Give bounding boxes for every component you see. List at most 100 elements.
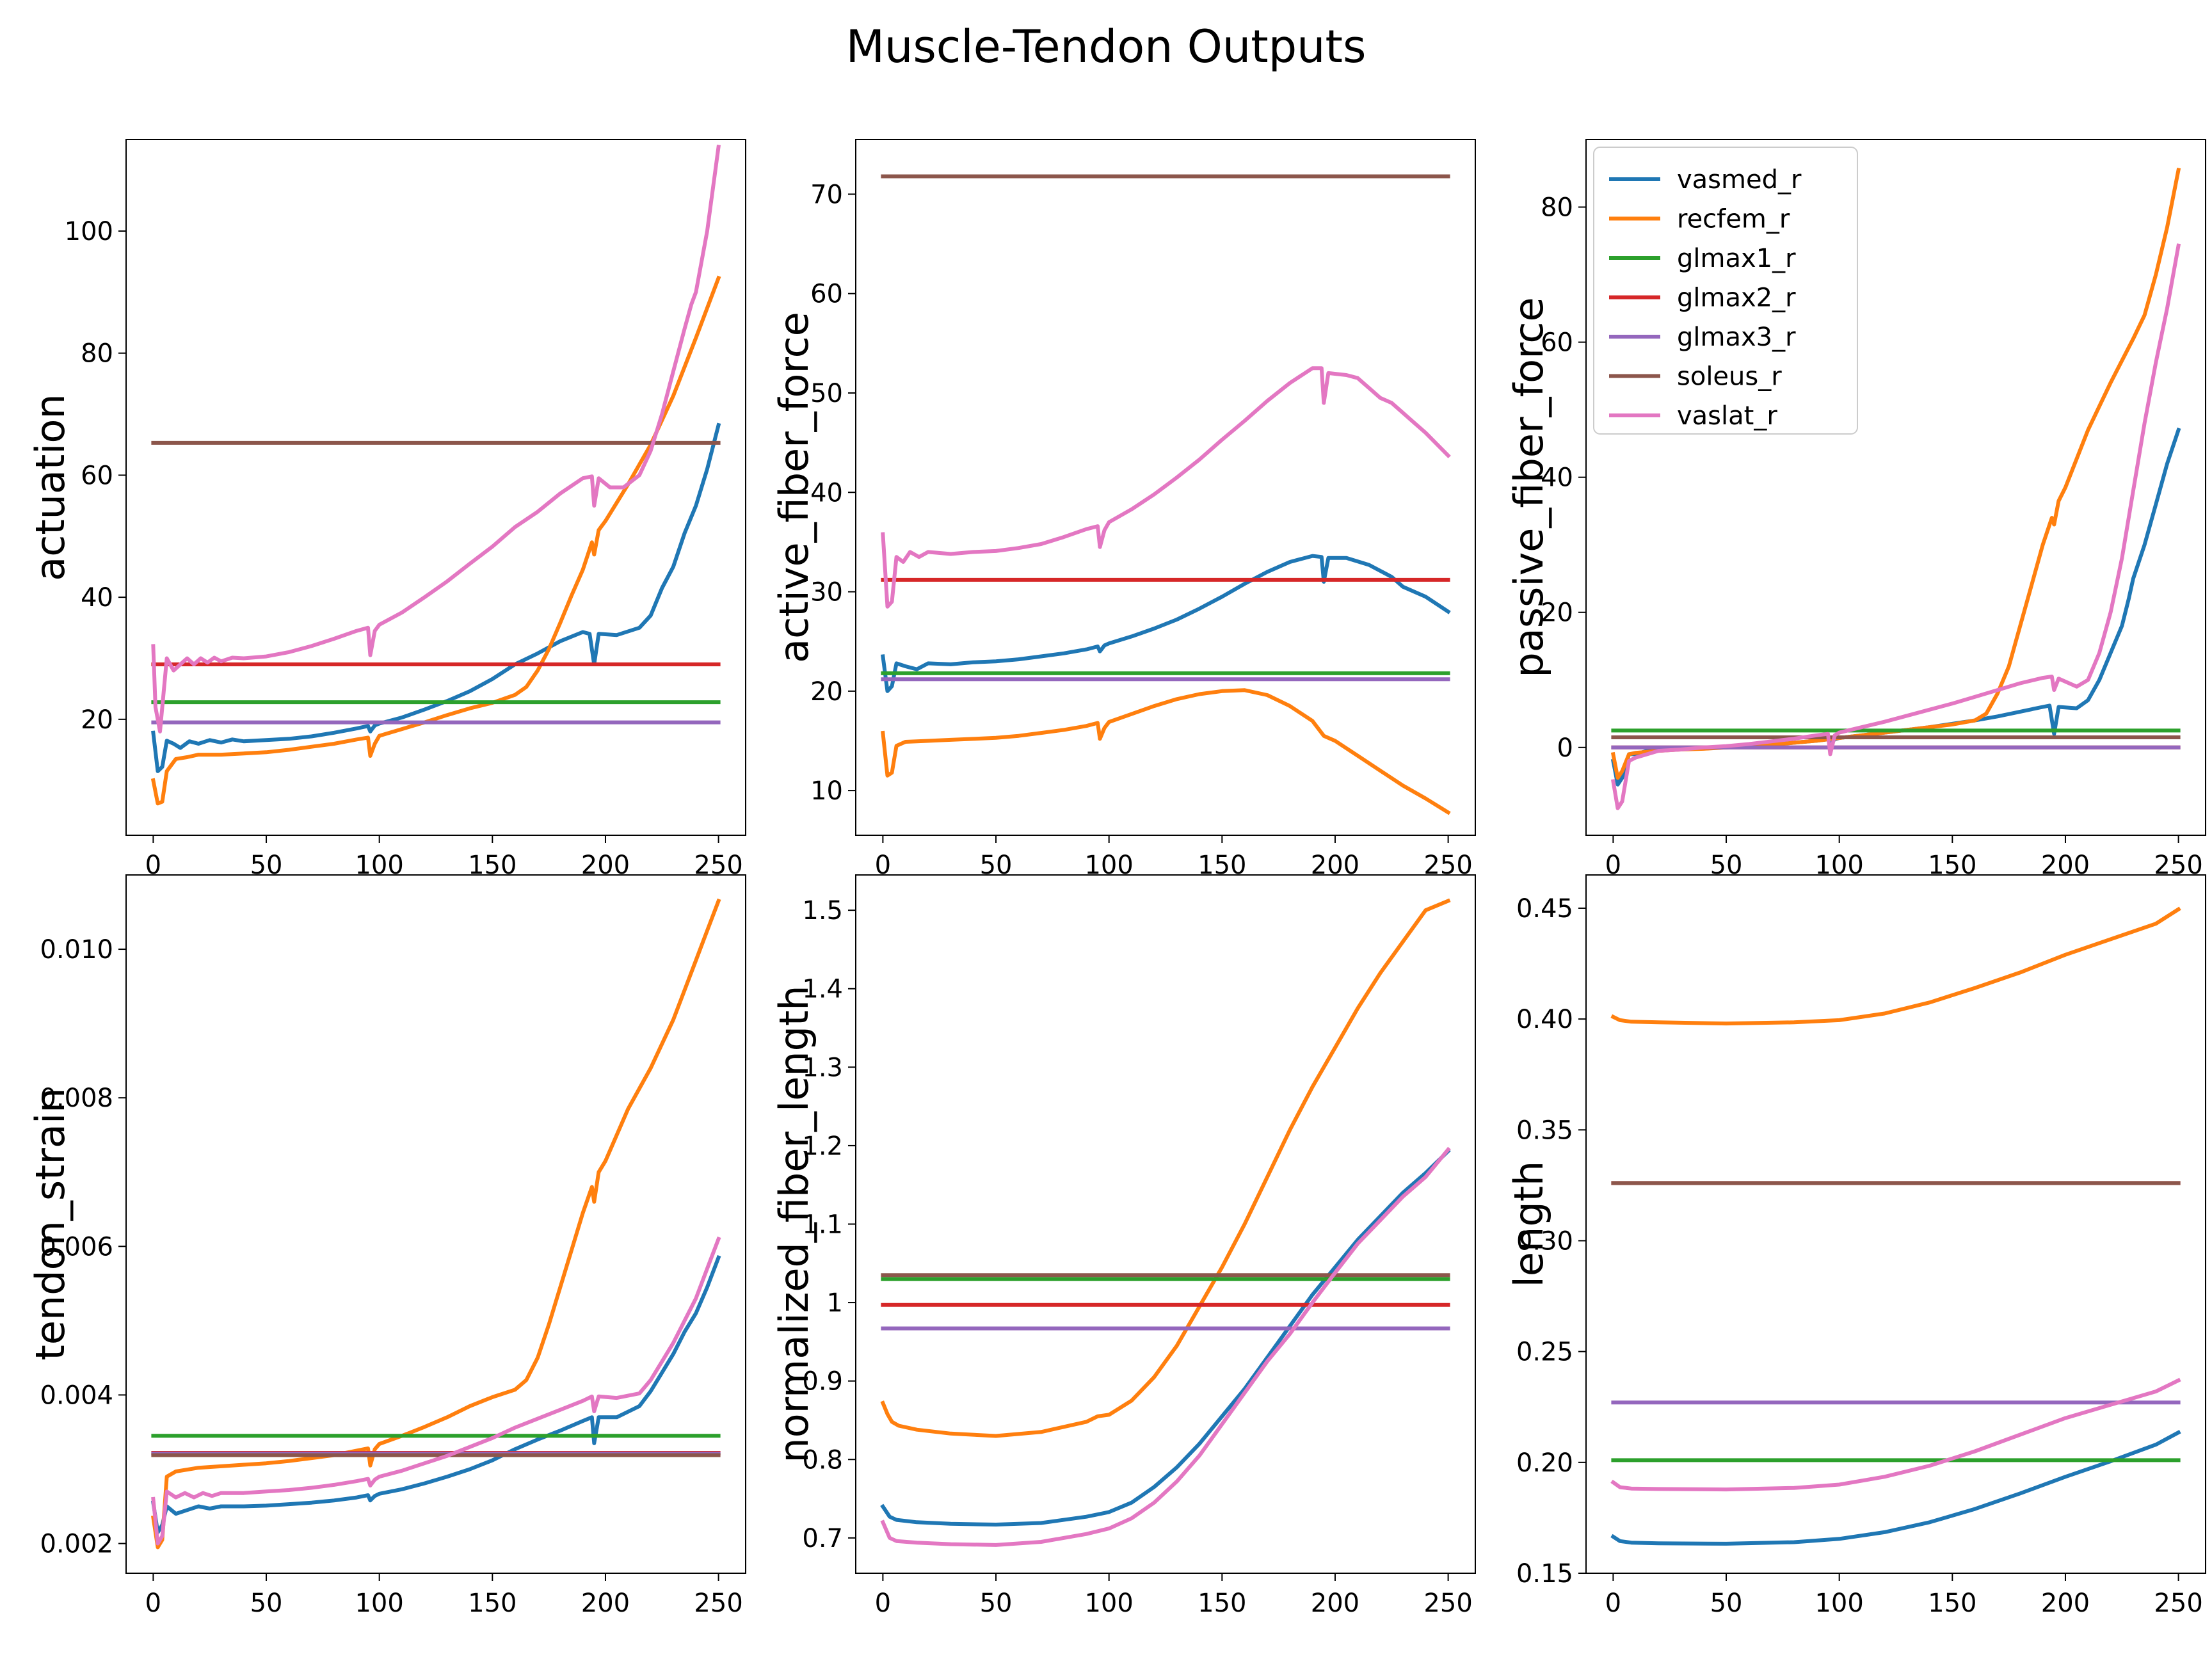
- y-tick-label: 1.4: [802, 975, 843, 1004]
- subplot-normalized-fiber-length: 0 50 100 150 200 250 0.7 0.8 0.9 1 1.1 1.2 1.3 1.4 1.5…: [771, 874, 1476, 1618]
- x-tick-label: 100: [1815, 851, 1863, 880]
- y-tick-label: 30: [810, 578, 843, 607]
- y-tick-label: 1.5: [802, 896, 843, 926]
- x-tick-label: 50: [1710, 1589, 1743, 1618]
- legend-label-soleus-r: soleus_r: [1677, 362, 1782, 392]
- subplot-length: 0 50 100 150 200 250 0.15 0.20 0.25 0.30 0.35 0.40 0…: [1505, 874, 2206, 1618]
- series-line-recfem-r: [881, 688, 1451, 815]
- x-tick-label: 250: [1423, 851, 1472, 880]
- x-tick-label: 0: [875, 1589, 891, 1618]
- y-tick-label: 0.004: [40, 1381, 113, 1410]
- y-tick-label: 0.008: [40, 1084, 113, 1113]
- legend-label-recfem-r: recfem_r: [1677, 205, 1790, 234]
- x-tick-label: 250: [2154, 851, 2202, 880]
- x-tick-label: 150: [1928, 1589, 1976, 1618]
- subplot-active-fiber-force: 0 50 100 150 200 250 10 20 30 40 50 60 70 active_fibe…: [771, 139, 1476, 880]
- y-tick-label: 80: [1541, 193, 1573, 223]
- x-tick-label: 150: [468, 851, 517, 880]
- y-tick-label: 0.7: [802, 1524, 843, 1553]
- x-tick-label: 50: [250, 1589, 283, 1618]
- series-line-vasmed-r: [881, 554, 1451, 693]
- y-tick-label: 0: [1557, 733, 1573, 763]
- x-tick-label: 100: [1084, 851, 1133, 880]
- axes-frame: [125, 139, 746, 836]
- subplot-actuation: 0 50 100 150 200 250 20 40 60 80 100 actuation: [27, 139, 746, 880]
- series-line-recfem-r: [880, 898, 1451, 1438]
- x-tick-label: 200: [2041, 1589, 2090, 1618]
- x-tick-label: 50: [1710, 851, 1743, 880]
- y-tick-label: 80: [81, 339, 113, 369]
- axes-frame: [125, 874, 746, 1574]
- series-line-vasmed-r: [880, 1148, 1451, 1527]
- y-tick-label: 100: [65, 217, 113, 246]
- series-line-vaslat-r: [1610, 243, 2181, 810]
- series-line-vaslat-r: [1610, 1377, 2181, 1492]
- x-tick-label: 150: [1198, 851, 1246, 880]
- y-axis-label: passive_fiber_force: [1505, 297, 1552, 677]
- y-tick-label: 0.9: [802, 1367, 843, 1397]
- series-line-vasmed-r: [1610, 1430, 2181, 1546]
- y-tick-label: 0.002: [40, 1530, 113, 1559]
- legend: vasmed_r recfem_r glmax1_r glmax2_r glmax3_r…: [1593, 147, 1858, 435]
- x-tick-label: 50: [980, 851, 1013, 880]
- y-tick-label: 1: [827, 1288, 843, 1318]
- x-tick-label: 0: [145, 1589, 161, 1618]
- x-tick-label: 50: [980, 1589, 1013, 1618]
- series-line-vaslat-r: [151, 145, 721, 733]
- legend-label-glmax2-r: glmax2_r: [1677, 284, 1796, 313]
- axes-frame: [855, 139, 1476, 836]
- y-tick-label: 20: [81, 705, 113, 735]
- x-tick-label: 250: [694, 1589, 742, 1618]
- legend-label-glmax3-r: glmax3_r: [1677, 323, 1796, 352]
- x-tick-label: 200: [1311, 851, 1359, 880]
- x-tick-label: 0: [1605, 1589, 1621, 1618]
- y-axis-label: normalized_fiber_length: [771, 985, 817, 1463]
- subplot-tendon-strain: 0 50 100 150 200 250 0.002 0.004 0.006 0.008 0.010…: [27, 874, 746, 1618]
- y-tick-label: 60: [81, 461, 113, 490]
- y-tick-label: 0.35: [1516, 1116, 1573, 1145]
- series-line-vaslat-r: [881, 366, 1451, 609]
- x-tick-label: 150: [1928, 851, 1976, 880]
- x-tick-label: 150: [1198, 1589, 1246, 1618]
- y-tick-label: 40: [81, 583, 113, 613]
- y-axis-label: active_fiber_force: [771, 312, 817, 663]
- axes-frame: [1585, 874, 2206, 1574]
- y-tick-label: 0.20: [1516, 1448, 1573, 1478]
- legend-label-vasmed-r: vasmed_r: [1677, 165, 1802, 195]
- y-tick-label: 0.40: [1516, 1005, 1573, 1034]
- y-tick-label: 40: [1541, 463, 1573, 493]
- y-tick-label: 60: [810, 280, 843, 309]
- x-tick-label: 100: [1084, 1589, 1133, 1618]
- y-axis-label: actuation: [27, 394, 74, 581]
- y-tick-label: 0.15: [1516, 1559, 1573, 1589]
- series-line-vaslat-r: [880, 1146, 1451, 1547]
- y-tick-label: 1.1: [802, 1210, 843, 1240]
- y-tick-label: 1.3: [802, 1053, 843, 1082]
- y-tick-label: 1.2: [802, 1132, 843, 1161]
- x-tick-label: 250: [694, 851, 742, 880]
- y-tick-label: 40: [810, 478, 843, 508]
- x-tick-label: 200: [581, 851, 630, 880]
- figure-title: Muscle-Tendon Outputs: [846, 20, 1366, 73]
- legend-label-vaslat-r: vaslat_r: [1677, 401, 1777, 431]
- series-line-recfem-r: [1610, 906, 2181, 1026]
- axes-frame: [1585, 139, 2206, 836]
- x-tick-label: 250: [1423, 1589, 1472, 1618]
- x-tick-label: 0: [145, 851, 161, 880]
- y-tick-label: 60: [1541, 328, 1573, 358]
- axes-frame: [855, 874, 1476, 1574]
- x-tick-label: 150: [468, 1589, 517, 1618]
- y-tick-label: 0.30: [1516, 1226, 1573, 1256]
- y-tick-label: 50: [810, 379, 843, 408]
- y-tick-label: 0.45: [1516, 894, 1573, 924]
- series-line-vasmed-r: [150, 1254, 721, 1535]
- legend-label-glmax1-r: glmax1_r: [1677, 244, 1796, 273]
- x-tick-label: 200: [581, 1589, 630, 1618]
- x-tick-label: 200: [1311, 1589, 1359, 1618]
- y-axis-label: length: [1505, 1161, 1552, 1288]
- x-tick-label: 100: [1815, 1589, 1863, 1618]
- subplot-passive-fiber-force: 0 50 100 150 200 250 0 20 40 60 80 passive_fiber_fo…: [1505, 139, 2206, 880]
- x-tick-label: 50: [250, 851, 283, 880]
